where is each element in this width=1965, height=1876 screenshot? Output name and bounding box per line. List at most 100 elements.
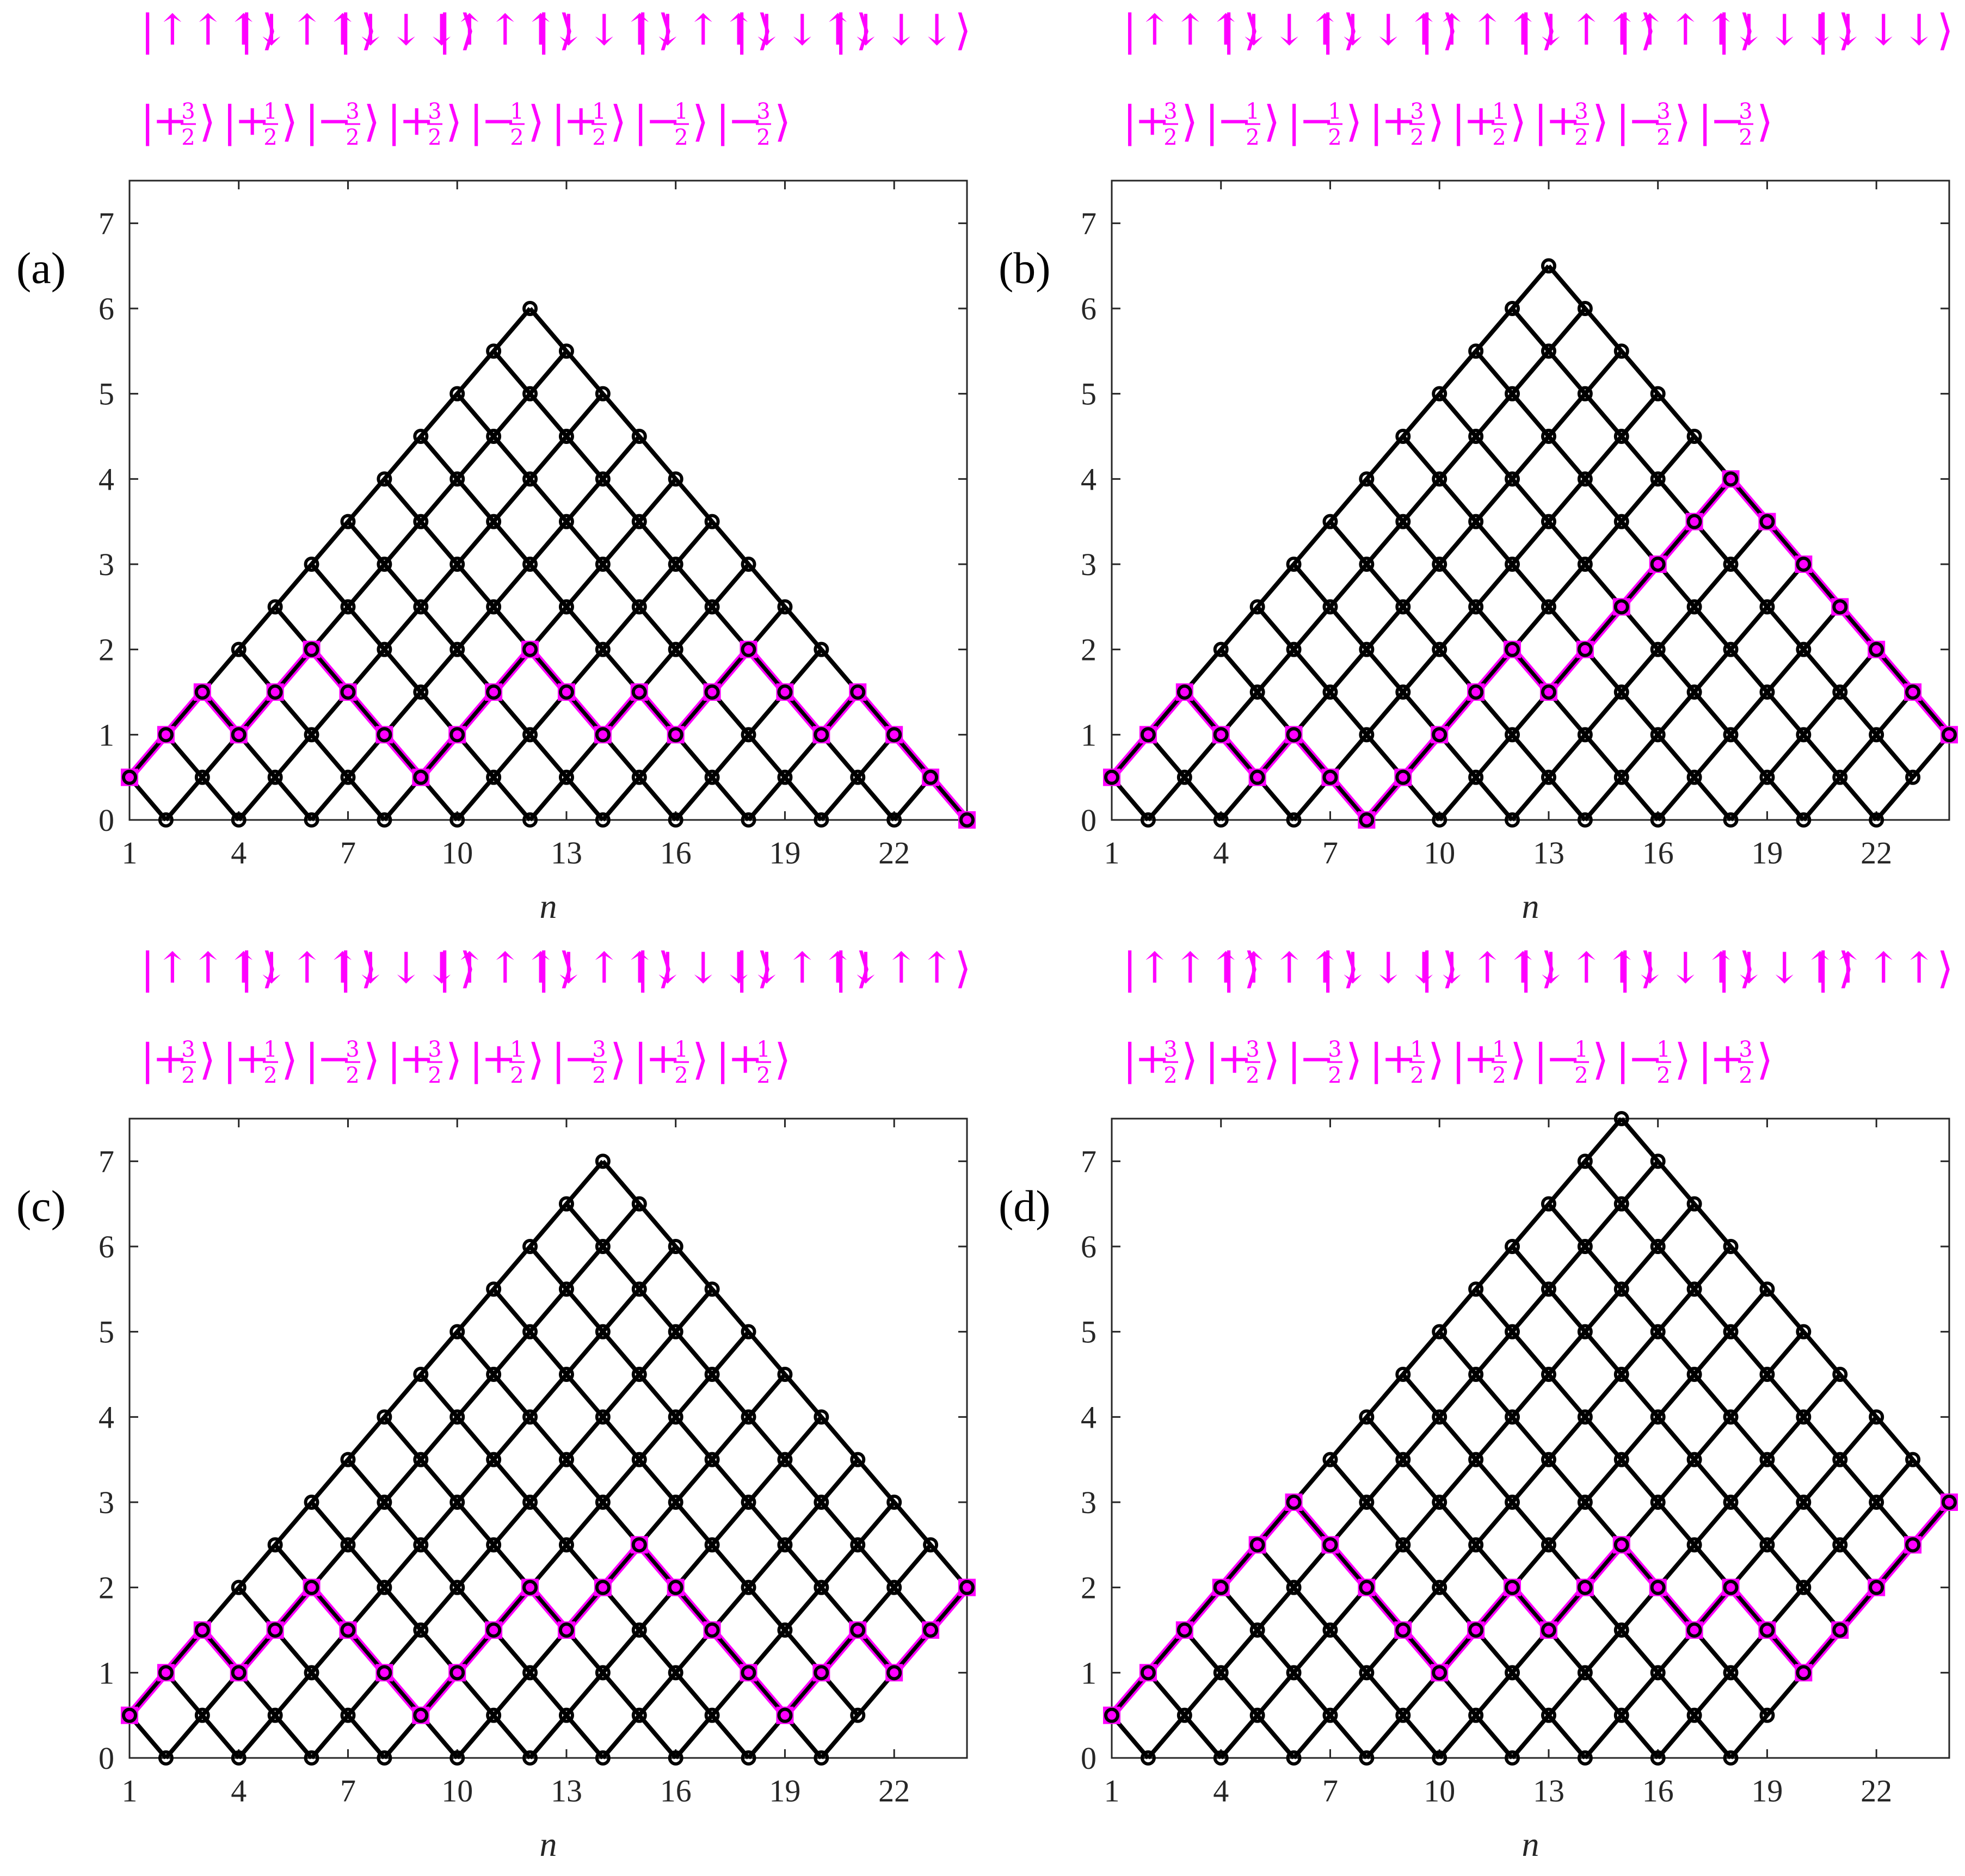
panel-b-lattice-node bbox=[1759, 599, 1775, 615]
panel-d-lattice-edge bbox=[1583, 1159, 1623, 1206]
panel-a-lattice-edge bbox=[674, 605, 714, 651]
panel-a-lattice-edge bbox=[383, 435, 423, 480]
panel-b-lattice-node bbox=[1140, 727, 1156, 743]
panel-d-lattice-edge bbox=[1656, 1245, 1696, 1291]
panel-c-y-tick-label: 3 bbox=[98, 1485, 114, 1520]
svg-text:1: 1 bbox=[592, 99, 606, 124]
svg-text:⟩: ⟩ bbox=[528, 1035, 544, 1084]
panel-a-lattice-edge bbox=[637, 477, 677, 523]
svg-text:2: 2 bbox=[1163, 125, 1177, 150]
panel-a-lattice-node bbox=[631, 429, 647, 444]
svg-text:+: + bbox=[1381, 96, 1416, 145]
panel-c-lattice-edge bbox=[383, 1543, 423, 1589]
panel-d-spin-ket: |↓↓↑⟩ bbox=[1717, 944, 1855, 993]
panel-b-y-tick-label: 4 bbox=[1081, 461, 1097, 497]
panel-c-lattice-node bbox=[668, 1750, 683, 1766]
panel-a-x-tick-label: 1 bbox=[122, 835, 138, 871]
panel-b-m-ket: |−32 ⟩ bbox=[1698, 96, 1773, 150]
panel-d-lattice-edge bbox=[1438, 1415, 1478, 1461]
panel-b-lattice-edge bbox=[1511, 520, 1550, 566]
svg-text:⟩: ⟩ bbox=[364, 97, 380, 146]
svg-text:⟩: ⟩ bbox=[1510, 97, 1526, 146]
panel-a-lattice-node bbox=[959, 812, 975, 828]
panel-d-lattice-node bbox=[1286, 1750, 1302, 1766]
panel-d-lattice-node bbox=[1759, 1537, 1775, 1553]
panel-c-m-ket: |+12 ⟩ bbox=[716, 1034, 791, 1088]
svg-text:|: | bbox=[633, 97, 648, 146]
svg-text:3: 3 bbox=[1739, 1037, 1752, 1062]
panel-c-lattice-edge bbox=[783, 1373, 823, 1418]
panel-a-lattice-edge bbox=[601, 563, 641, 608]
panel-a-lattice-node bbox=[522, 301, 538, 316]
panel-b-lattice-edge bbox=[1729, 690, 1769, 736]
svg-text:+: + bbox=[645, 1034, 681, 1083]
panel-d-lattice-edge bbox=[1692, 1373, 1733, 1418]
panel-c-x-tick-label: 13 bbox=[551, 1773, 582, 1809]
svg-text:−: − bbox=[317, 1034, 352, 1083]
panel-a-lattice-edge bbox=[419, 605, 459, 651]
panel-b-lattice bbox=[1110, 264, 1951, 822]
panel-a-lattice-edge bbox=[492, 520, 532, 566]
panel-d-lattice-edge bbox=[1328, 1628, 1369, 1674]
panel-c-lattice-node bbox=[741, 1665, 756, 1681]
panel-d-lattice-node bbox=[1213, 1579, 1229, 1595]
panel-d-m-ket: |+32 ⟩ bbox=[1123, 1034, 1198, 1088]
panel-d-lattice-node bbox=[1686, 1281, 1702, 1297]
panel-b-lattice-edge bbox=[1365, 520, 1405, 566]
svg-text:2: 2 bbox=[1739, 125, 1752, 150]
panel-d-lattice-node bbox=[1650, 1409, 1666, 1425]
panel-d-lattice-edge bbox=[1656, 1330, 1696, 1376]
panel-c-lattice-edge bbox=[637, 1330, 677, 1376]
panel-c-lattice-node bbox=[631, 1707, 647, 1723]
panel-a-lattice-edge bbox=[383, 563, 423, 608]
panel-d-lattice bbox=[1110, 1117, 1951, 1760]
panel-d-lattice-edge bbox=[1802, 1458, 1842, 1504]
panel-d-lattice-edge bbox=[1292, 1714, 1332, 1760]
svg-text:1: 1 bbox=[1492, 99, 1506, 124]
panel-c-lattice-node bbox=[814, 1579, 829, 1595]
panel-d-lattice-edge bbox=[1547, 1202, 1587, 1248]
panel-c-lattice-edge bbox=[674, 1458, 714, 1504]
panel-c-lattice-edge bbox=[747, 1586, 787, 1632]
panel-a-lattice-node bbox=[631, 514, 647, 529]
panel-b-y-tick-label: 0 bbox=[1081, 803, 1097, 838]
panel-d-lattice-edge bbox=[1511, 1287, 1550, 1334]
panel-a-lattice-node bbox=[449, 557, 465, 572]
panel-d-lattice-edge bbox=[1619, 1628, 1660, 1674]
panel-a-lattice-edge bbox=[601, 776, 641, 822]
svg-text:⟩: ⟩ bbox=[1346, 1035, 1362, 1084]
panel-d-lattice-edge bbox=[1729, 1373, 1769, 1418]
panel-d-lattice-edge bbox=[1511, 1415, 1550, 1461]
panel-d-m-ket: |+32 ⟩ bbox=[1205, 1034, 1280, 1088]
panel-a-lattice-node bbox=[486, 514, 502, 529]
panel-b-lattice-edge bbox=[1802, 776, 1842, 822]
panel-b-label: (b) bbox=[999, 243, 1051, 293]
panel-a-lattice-edge bbox=[346, 605, 386, 651]
panel-d-lattice-edge bbox=[1219, 1628, 1259, 1674]
panel-c-lattice-node bbox=[449, 1495, 465, 1510]
panel-b-lattice-edge bbox=[1583, 435, 1623, 480]
panel-d-lattice-edge bbox=[1692, 1245, 1733, 1291]
panel-d-lattice-edge bbox=[1765, 1373, 1806, 1418]
panel-a-lattice-node bbox=[449, 386, 465, 402]
panel-b-lattice-node bbox=[1869, 727, 1884, 743]
panel-c-lattice-edge bbox=[419, 1458, 459, 1504]
panel-b-m-ket: |+12 ⟩ bbox=[1451, 96, 1526, 150]
panel-d-lattice-edge bbox=[1401, 1373, 1442, 1418]
panel-b-lattice-edge bbox=[1619, 349, 1660, 396]
panel-c-x-tick-label: 7 bbox=[340, 1773, 356, 1809]
panel-b-lattice-node bbox=[1286, 727, 1302, 743]
panel-c-lattice-node bbox=[449, 1750, 465, 1766]
panel-a-lattice-edge bbox=[747, 563, 787, 608]
panel-c-lattice-node bbox=[522, 1409, 538, 1425]
panel-d-lattice-edge bbox=[1729, 1287, 1769, 1334]
panel-a-spin-ket: |↓↑↑⟩ bbox=[636, 6, 773, 55]
panel-d-lattice-node bbox=[1213, 1665, 1229, 1681]
panel-c-lattice-node bbox=[413, 1707, 429, 1723]
panel-d-lattice-node bbox=[1140, 1750, 1156, 1766]
svg-text:1: 1 bbox=[1574, 1037, 1588, 1062]
panel-a-lattice-edge bbox=[455, 435, 496, 480]
panel-a-lattice-edge bbox=[346, 563, 386, 608]
svg-text:+: + bbox=[1545, 96, 1581, 145]
panel-c-lattice-edge bbox=[346, 1415, 386, 1461]
